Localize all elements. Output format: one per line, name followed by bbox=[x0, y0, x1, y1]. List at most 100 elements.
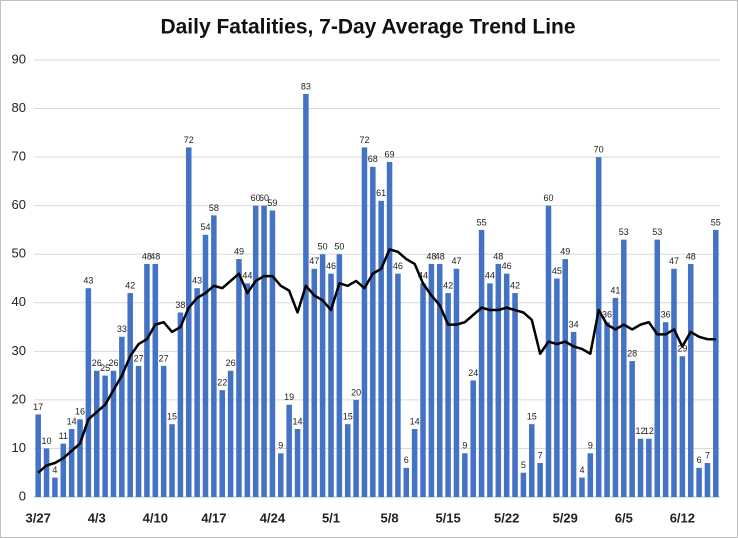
value-label: 27 bbox=[134, 353, 144, 363]
bar bbox=[629, 361, 635, 497]
bar bbox=[102, 375, 108, 497]
y-tick-label: 40 bbox=[12, 294, 26, 309]
value-label: 83 bbox=[301, 81, 311, 91]
value-label: 48 bbox=[493, 251, 503, 261]
bar bbox=[261, 205, 267, 497]
value-label: 22 bbox=[217, 378, 227, 388]
bar bbox=[545, 205, 552, 497]
bar bbox=[144, 263, 150, 497]
value-label: 68 bbox=[368, 154, 378, 164]
x-tick-label: 5/8 bbox=[381, 510, 399, 525]
x-tick-label: 3/27 bbox=[26, 510, 51, 525]
bar bbox=[186, 147, 192, 497]
value-label: 50 bbox=[334, 242, 344, 252]
x-tick-label: 4/3 bbox=[88, 510, 106, 525]
value-label: 14 bbox=[410, 416, 420, 426]
bar bbox=[604, 322, 610, 497]
y-tick-label: 70 bbox=[12, 149, 26, 164]
bar bbox=[403, 467, 410, 497]
bar bbox=[311, 268, 318, 497]
bar bbox=[696, 467, 702, 497]
bar bbox=[713, 229, 719, 497]
bar bbox=[303, 93, 309, 497]
bar bbox=[595, 157, 602, 497]
value-label: 6 bbox=[404, 455, 409, 465]
bar bbox=[43, 448, 50, 497]
bar bbox=[35, 414, 41, 497]
value-label: 48 bbox=[426, 251, 436, 261]
bar bbox=[537, 463, 543, 497]
bar bbox=[529, 424, 535, 497]
bar bbox=[294, 429, 301, 497]
bar bbox=[77, 419, 83, 497]
bar bbox=[278, 453, 284, 497]
bar bbox=[160, 365, 167, 497]
bar bbox=[194, 288, 200, 497]
x-tick-label: 6/12 bbox=[670, 510, 695, 525]
bar bbox=[470, 380, 476, 497]
value-label: 19 bbox=[284, 392, 294, 402]
bar bbox=[621, 239, 627, 497]
value-label: 48 bbox=[435, 251, 445, 261]
y-tick-label: 0 bbox=[19, 488, 26, 503]
value-label: 15 bbox=[167, 412, 177, 422]
x-tick-label: 5/15 bbox=[435, 510, 460, 525]
bar bbox=[169, 424, 175, 497]
value-label: 9 bbox=[462, 441, 467, 451]
value-label: 54 bbox=[200, 222, 210, 232]
bar bbox=[704, 463, 711, 497]
bar bbox=[119, 336, 125, 497]
value-label: 14 bbox=[293, 416, 303, 426]
value-label: 72 bbox=[184, 135, 194, 145]
bar bbox=[177, 312, 184, 497]
bar bbox=[671, 268, 677, 497]
value-label: 70 bbox=[594, 144, 604, 154]
bar bbox=[361, 147, 368, 497]
value-label: 7 bbox=[538, 450, 543, 460]
value-label: 47 bbox=[669, 256, 679, 266]
bar bbox=[344, 424, 351, 497]
value-label: 28 bbox=[627, 348, 637, 358]
bar bbox=[370, 166, 376, 498]
value-label: 9 bbox=[278, 441, 283, 451]
value-label: 24 bbox=[468, 368, 478, 378]
value-label: 46 bbox=[326, 261, 336, 271]
bar bbox=[612, 297, 619, 497]
value-label: 49 bbox=[234, 246, 244, 256]
value-label: 44 bbox=[485, 271, 495, 281]
value-label: 49 bbox=[560, 246, 570, 256]
bar bbox=[85, 288, 92, 497]
bar bbox=[420, 283, 426, 497]
bar bbox=[60, 443, 67, 497]
value-label: 14 bbox=[67, 416, 77, 426]
trend-line bbox=[37, 248, 716, 474]
value-label: 53 bbox=[619, 227, 629, 237]
bar bbox=[252, 205, 259, 497]
value-label: 42 bbox=[443, 280, 453, 290]
value-label: 15 bbox=[343, 412, 353, 422]
bar bbox=[110, 370, 117, 497]
value-label: 6 bbox=[697, 455, 702, 465]
bar bbox=[378, 200, 384, 498]
bar bbox=[428, 263, 435, 497]
value-label: 16 bbox=[75, 407, 85, 417]
bar bbox=[202, 234, 209, 498]
bar bbox=[436, 263, 443, 497]
value-label: 12 bbox=[636, 426, 646, 436]
bar bbox=[637, 438, 644, 497]
bar bbox=[445, 293, 451, 497]
bar bbox=[579, 477, 585, 497]
bar bbox=[328, 273, 334, 497]
value-label: 50 bbox=[318, 242, 328, 252]
value-label: 43 bbox=[83, 276, 93, 286]
x-tick-label: 5/22 bbox=[494, 510, 519, 525]
value-label: 10 bbox=[42, 436, 52, 446]
bar bbox=[679, 356, 686, 497]
bar bbox=[395, 273, 401, 497]
bar bbox=[127, 293, 133, 497]
bar bbox=[386, 161, 393, 497]
x-tick-label: 5/1 bbox=[322, 510, 340, 525]
value-label: 72 bbox=[359, 135, 369, 145]
value-label: 45 bbox=[552, 266, 562, 276]
